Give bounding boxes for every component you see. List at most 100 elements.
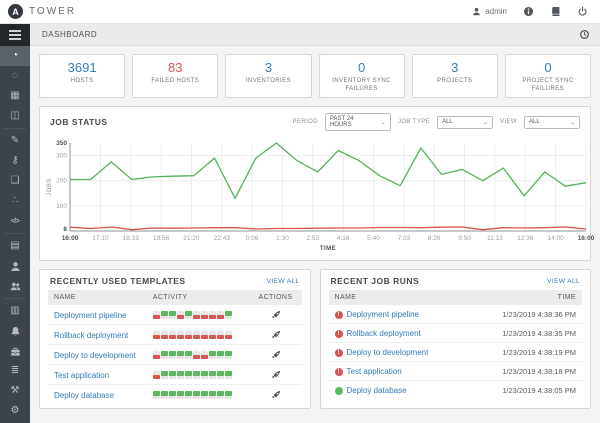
sidebar-item-users[interactable]	[0, 256, 30, 276]
sidebar-item-portal-mode[interactable]: ◫	[0, 106, 30, 126]
template-name-link[interactable]: Deployment pipeline	[54, 310, 127, 320]
card-label: PROJECT SYNC FAILURES	[522, 78, 574, 93]
activity-success-block	[192, 391, 200, 400]
activity-success-block	[200, 371, 208, 380]
chevron-down-icon: ⌄	[569, 119, 575, 126]
sidebar-item-instance-groups[interactable]: ≣	[0, 361, 30, 381]
sidebar-item-credential-types[interactable]: ▥	[0, 301, 30, 321]
activity-fail-block	[208, 311, 216, 320]
template-name-link[interactable]: Deploy to development	[54, 350, 136, 360]
activity-sparkline	[152, 391, 256, 400]
card-value: 0	[357, 60, 366, 75]
sidebar-item-dashboard[interactable]: ◔	[0, 46, 30, 66]
sidebar-item-schedules[interactable]: ▦	[0, 86, 30, 106]
applications-icon: ⚒	[10, 385, 20, 396]
templates-view-all-link[interactable]: VIEW ALL	[266, 277, 300, 285]
chart-filters: PERIOD PAST 24 HOURS ⌄ JOB TYPE ALL ⌄ VI…	[293, 113, 580, 132]
jobs-icon: ◌	[12, 70, 18, 81]
summary-card-project-sync-failures[interactable]: 0 PROJECT SYNC FAILURES	[504, 54, 592, 99]
activity-fail-block	[200, 311, 208, 320]
job-status-panel: JOB STATUS PERIOD PAST 24 HOURS ⌄ JOB TY…	[39, 106, 595, 262]
menu-hamburger-icon[interactable]	[0, 24, 30, 46]
job-status-chart: 350 300 200 100 8 16:00 17:10 18:33 19:56 21:20 22…	[40, 135, 595, 260]
job-name-link[interactable]: Deploy database	[346, 386, 407, 396]
activity-fail-block	[216, 331, 224, 340]
activity-sparkline	[152, 311, 256, 320]
sidebar-item-credentials[interactable]: ⚷	[0, 151, 30, 171]
template-name-link[interactable]: Deploy database	[54, 390, 115, 400]
sidebar-item-management-jobs[interactable]	[0, 341, 30, 361]
card-value: 3	[264, 60, 273, 75]
activity-success-block	[224, 371, 232, 380]
job-name-link[interactable]: Deployment pipeline	[346, 310, 420, 320]
launch-rocket-icon[interactable]	[271, 330, 281, 340]
sidebar-item-inventories[interactable]: ∴	[0, 191, 30, 211]
x-axis-label: TIME	[320, 246, 336, 252]
activity-fail-block	[152, 311, 160, 320]
sidebar-item-inventory-scripts[interactable]: </>	[0, 211, 30, 231]
notifications-icon	[10, 326, 21, 337]
activity-success-block	[168, 351, 176, 360]
activity-stream-icon[interactable]	[579, 29, 590, 40]
activity-sparkline	[152, 371, 256, 380]
activity-success-block	[224, 311, 232, 320]
breadcrumb-bar: DASHBOARD	[30, 24, 600, 46]
logo-letter: A	[12, 6, 19, 17]
activity-success-block	[160, 351, 168, 360]
chevron-down-icon: ⌄	[380, 119, 386, 126]
svg-text:21:20: 21:20	[183, 235, 200, 242]
logout-power-icon[interactable]	[577, 6, 588, 17]
job-type-select[interactable]: ALL ⌄	[437, 115, 494, 129]
job-name-link[interactable]: Deploy to development	[346, 348, 429, 358]
svg-text:100: 100	[56, 203, 67, 210]
activity-fail-block	[208, 331, 216, 340]
job-name-link[interactable]: Test application	[346, 367, 402, 377]
card-label: HOSTS	[70, 78, 94, 84]
summary-card-inventories[interactable]: 3 INVENTORIES	[225, 54, 312, 99]
sidebar-item-settings[interactable]: ⚙	[0, 401, 30, 421]
docs-book-icon[interactable]	[550, 6, 561, 17]
template-row: Deploy database	[48, 384, 302, 404]
sidebar-item-teams[interactable]	[0, 276, 30, 296]
job-time: 1/23/2019 4:38:36 PM	[502, 310, 576, 320]
inventory-scripts-icon: </>	[10, 217, 20, 225]
summary-card-projects[interactable]: 3 PROJECTS	[411, 54, 498, 99]
sidebar-item-projects[interactable]: ❏	[0, 171, 30, 191]
job-type-label: JOB TYPE	[397, 119, 431, 126]
activity-fail-block	[200, 351, 208, 360]
sidebar-divider	[4, 128, 26, 129]
ansible-logo[interactable]: A	[8, 4, 23, 19]
sidebar-item-notifications[interactable]	[0, 321, 30, 341]
launch-rocket-icon[interactable]	[271, 370, 281, 380]
card-value: 3	[451, 60, 459, 75]
period-select[interactable]: PAST 24 HOURS ⌄	[324, 113, 391, 132]
activity-fail-block	[192, 311, 200, 320]
activity-fail-block	[200, 331, 208, 340]
launch-rocket-icon[interactable]	[271, 310, 281, 320]
job-time: 1/23/2019 4:38:35 PM	[502, 329, 576, 339]
sidebar-item-templates[interactable]: ✎	[0, 131, 30, 151]
col-time: TIME	[557, 294, 576, 302]
summary-card-inventory-sync-failures[interactable]: 0 INVENTORY SYNC FAILURES	[318, 54, 405, 99]
job-name-link[interactable]: Rollback deployment	[346, 329, 421, 339]
summary-card-failed-hosts[interactable]: 83 FAILED HOSTS	[132, 54, 219, 99]
users-icon	[10, 261, 21, 272]
card-label: INVENTORY SYNC FAILURES	[332, 78, 391, 93]
jobs-view-all-link[interactable]: VIEW ALL	[547, 277, 580, 285]
view-select[interactable]: ALL ⌄	[524, 115, 580, 129]
about-info-icon[interactable]	[523, 6, 534, 17]
template-name-link[interactable]: Rollback deployment	[54, 330, 129, 340]
user-menu[interactable]: admin	[472, 7, 507, 16]
sidebar-item-jobs[interactable]: ◌	[0, 66, 30, 86]
activity-success-block	[168, 311, 176, 320]
template-name-link[interactable]: Test application	[54, 370, 110, 380]
sidebar-item-organizations[interactable]: ▤	[0, 236, 30, 256]
template-row: Rollback deployment	[48, 324, 302, 344]
launch-rocket-icon[interactable]	[271, 390, 281, 400]
job-run-row: ! Test application 1/23/2019 4:38:18 PM	[328, 361, 582, 380]
launch-rocket-icon[interactable]	[271, 350, 281, 360]
activity-fail-block	[184, 331, 192, 340]
sidebar-item-applications[interactable]: ⚒	[0, 381, 30, 401]
summary-card-hosts[interactable]: 3691 HOSTS	[39, 54, 126, 99]
card-value: 0	[544, 60, 552, 75]
